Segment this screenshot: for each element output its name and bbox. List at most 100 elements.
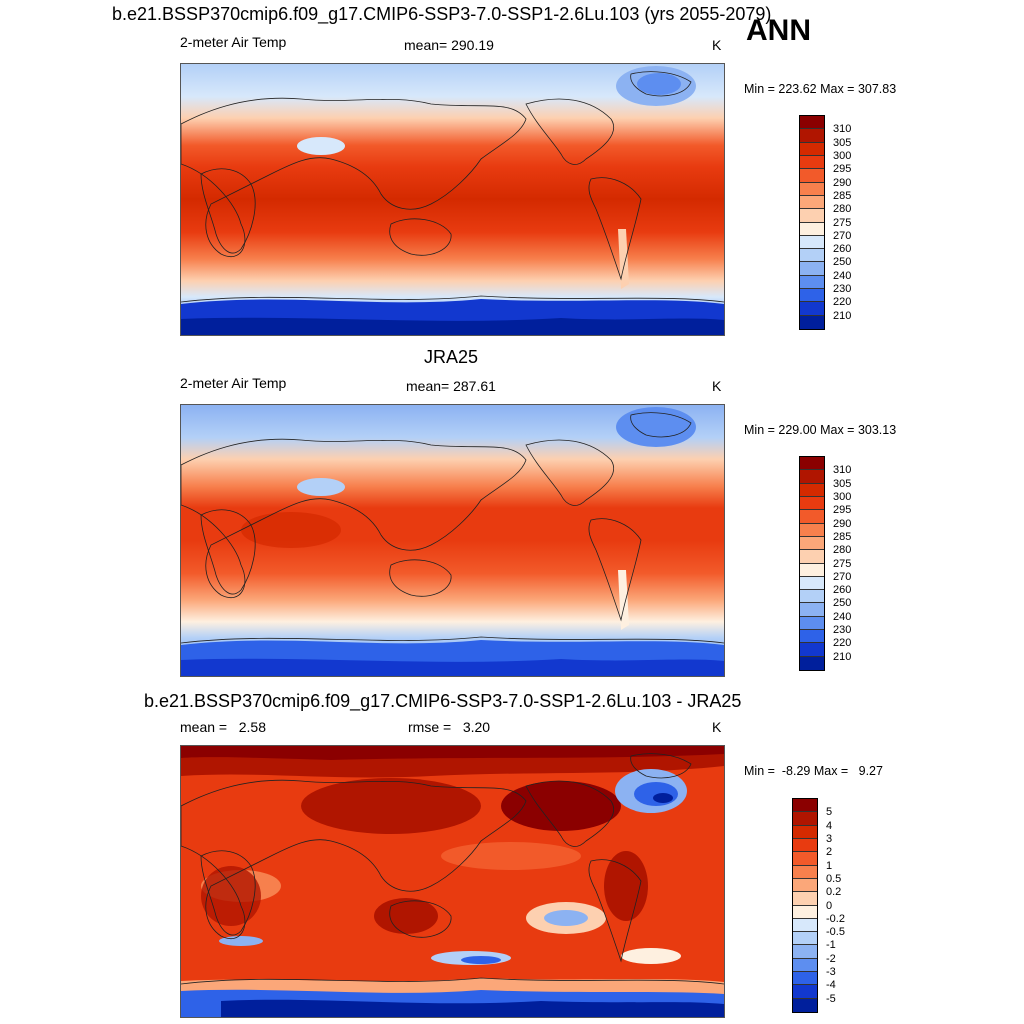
colorbar-swatch — [800, 536, 824, 551]
colorbar-swatch — [793, 838, 817, 853]
colorbar-tick-label: 4 — [826, 819, 833, 832]
colorbar-tick-label: 3 — [826, 832, 833, 845]
colorbar-tick-label: 300 — [833, 490, 852, 503]
colorbar-tick-label: 290 — [833, 517, 852, 530]
colorbar-swatch — [800, 275, 824, 290]
colorbar-swatch — [800, 457, 824, 471]
colorbar-swatch — [800, 209, 824, 223]
colorbar-swatch — [800, 262, 824, 276]
colorbar-tick-label: 0.2 — [826, 886, 842, 899]
colorbar-swatch — [800, 603, 824, 617]
colorbar-tick-label: 310 — [833, 123, 852, 136]
colorbar-swatch — [800, 523, 824, 537]
colorbar-swatch — [800, 550, 824, 564]
colorbar-tick-label: 305 — [833, 477, 852, 490]
colorbar-swatch — [793, 852, 817, 866]
colorbar-tick-label: -0.2 — [826, 912, 845, 925]
colorbar-swatch — [800, 496, 824, 511]
panel2-minmax: Min = 229.00 Max = 303.13 — [744, 423, 897, 437]
panel2-map-svg — [181, 405, 724, 676]
colorbar-swatch — [793, 825, 817, 839]
colorbar-tick-label: 300 — [833, 149, 852, 162]
colorbar-swatch — [800, 195, 824, 210]
colorbar-tick-label: 220 — [833, 637, 852, 650]
colorbar-swatch — [793, 812, 817, 826]
colorbar-tick-label: 275 — [833, 216, 852, 229]
colorbar-tick-label: 1 — [826, 859, 833, 872]
panel3-map — [180, 745, 725, 1018]
panel3-map-svg — [181, 746, 724, 1017]
colorbar-tick-label: 310 — [833, 464, 852, 477]
colorbar-swatch — [800, 590, 824, 604]
colorbar-tick-label: 285 — [833, 189, 852, 202]
colorbar-tick-label: -5 — [826, 992, 836, 1005]
panel2-title: JRA25 — [424, 347, 479, 367]
colorbar-swatch — [793, 932, 817, 946]
colorbar-swatch — [793, 945, 817, 959]
colorbar-tick-label: 220 — [833, 296, 852, 309]
panel3-rmse: rmse = 3.20 — [408, 719, 491, 735]
colorbar-swatch — [793, 905, 817, 919]
main-title: b.e21.BSSP370cmip6.f09_g17.CMIP6-SSP3-7.… — [112, 4, 772, 24]
colorbar-tick-label: 285 — [833, 530, 852, 543]
colorbar-swatch — [800, 222, 824, 236]
colorbar-swatch — [793, 918, 817, 933]
colorbar-tick-label: 260 — [833, 584, 852, 597]
panel1-colorbar-swatches — [800, 116, 824, 329]
panel1-variable: 2-meter Air Temp — [180, 34, 287, 50]
panel1-map-svg — [181, 64, 724, 335]
colorbar-tick-label: 290 — [833, 176, 852, 189]
panel2-colorbar-swatches — [800, 457, 824, 670]
colorbar-swatch — [793, 892, 817, 906]
colorbar-swatch — [793, 799, 817, 813]
colorbar-tick-label: 295 — [833, 163, 852, 176]
colorbar-tick-label: 250 — [833, 256, 852, 269]
panel1-units: K — [712, 37, 722, 53]
colorbar-swatch — [800, 235, 824, 250]
colorbar-tick-label: 250 — [833, 597, 852, 610]
colorbar-tick-label: -3 — [826, 966, 836, 979]
colorbar-tick-label: 210 — [833, 650, 852, 663]
colorbar-tick-label: 230 — [833, 283, 852, 296]
colorbar-tick-label: 5 — [826, 806, 833, 819]
panel1-colorbar — [799, 115, 825, 330]
colorbar-tick-label: 270 — [833, 229, 852, 242]
colorbar-tick-label: 295 — [833, 504, 852, 517]
colorbar-swatch — [800, 302, 824, 316]
colorbar-tick-label: -2 — [826, 952, 836, 965]
colorbar-swatch — [800, 616, 824, 631]
panel2-mean: mean= 287.61 — [406, 378, 496, 394]
colorbar-swatch — [800, 510, 824, 524]
colorbar-swatch — [800, 630, 824, 644]
colorbar-swatch — [793, 985, 817, 999]
panel3-colorbar — [792, 798, 818, 1013]
colorbar-tick-label: 280 — [833, 203, 852, 216]
colorbar-swatch — [800, 169, 824, 183]
colorbar-swatch — [800, 289, 824, 303]
colorbar-swatch — [800, 116, 824, 130]
colorbar-swatch — [800, 656, 824, 670]
colorbar-tick-label: 0 — [826, 899, 833, 912]
colorbar-tick-label: 0.5 — [826, 872, 842, 885]
panel3-units: K — [712, 719, 722, 735]
panel2-units: K — [712, 378, 722, 394]
colorbar-tick-label: 275 — [833, 557, 852, 570]
panel2-colorbar — [799, 456, 825, 671]
panel3-colorbar-swatches — [793, 799, 817, 1012]
colorbar-tick-label: 270 — [833, 570, 852, 583]
season-label: ANN — [746, 14, 811, 47]
colorbar-tick-label: 2 — [826, 846, 833, 859]
panel1-mean: mean= 290.19 — [404, 37, 494, 53]
panel3-minmax: Min = -8.29 Max = 9.27 — [744, 764, 883, 778]
colorbar-swatch — [800, 483, 824, 497]
panel1-map — [180, 63, 725, 336]
panel3-title: b.e21.BSSP370cmip6.f09_g17.CMIP6-SSP3-7.… — [144, 691, 742, 711]
colorbar-swatch — [793, 998, 817, 1012]
colorbar-tick-label: -0.5 — [826, 926, 845, 939]
colorbar-tick-label: 280 — [833, 544, 852, 557]
colorbar-swatch — [800, 563, 824, 577]
panel2-map — [180, 404, 725, 677]
colorbar-tick-label: 240 — [833, 269, 852, 282]
panel3-mean: mean = 2.58 — [180, 719, 267, 735]
colorbar-swatch — [800, 249, 824, 263]
